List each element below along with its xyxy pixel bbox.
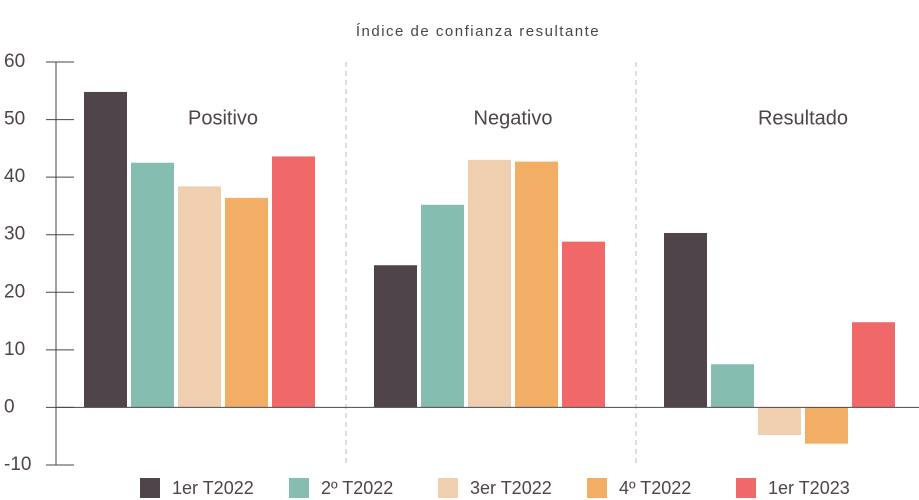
legend-swatch <box>289 478 309 498</box>
y-tick-label: 10 <box>4 339 25 360</box>
y-tick-label: 20 <box>4 281 25 302</box>
bar <box>272 156 315 408</box>
bar <box>225 197 268 408</box>
bar <box>515 161 558 408</box>
legend-swatch <box>587 478 607 498</box>
bar <box>758 407 801 436</box>
bar <box>421 204 464 408</box>
category-label: Resultado <box>758 107 848 129</box>
bar <box>711 364 754 408</box>
bar <box>805 407 848 444</box>
y-tick-label: 50 <box>4 109 25 130</box>
legend-label: 3er T2022 <box>470 478 552 498</box>
legend-label: 1er T2023 <box>768 478 850 498</box>
bar <box>84 91 127 408</box>
legend-swatch <box>438 478 458 498</box>
legend-swatch <box>140 478 160 498</box>
y-tick-label: 60 <box>4 51 25 72</box>
bar <box>374 265 417 408</box>
legend-label: 2º T2022 <box>321 478 393 498</box>
legend-label: 1er T2022 <box>172 478 254 498</box>
legend-label: 4º T2022 <box>619 478 691 498</box>
bar <box>178 186 221 408</box>
y-tick-label: -10 <box>4 454 31 475</box>
bar <box>468 159 511 408</box>
bar <box>131 162 174 408</box>
bar <box>664 232 707 408</box>
bar <box>852 322 895 408</box>
y-tick-label: 30 <box>4 224 25 245</box>
chart-title: Índice de confianza resultante <box>356 23 600 40</box>
category-label: Negativo <box>474 107 553 129</box>
legend-swatch <box>736 478 756 498</box>
y-tick-label: 0 <box>4 396 15 417</box>
category-label: Positivo <box>188 107 258 129</box>
bar <box>562 241 605 408</box>
y-tick-label: 40 <box>4 166 25 187</box>
